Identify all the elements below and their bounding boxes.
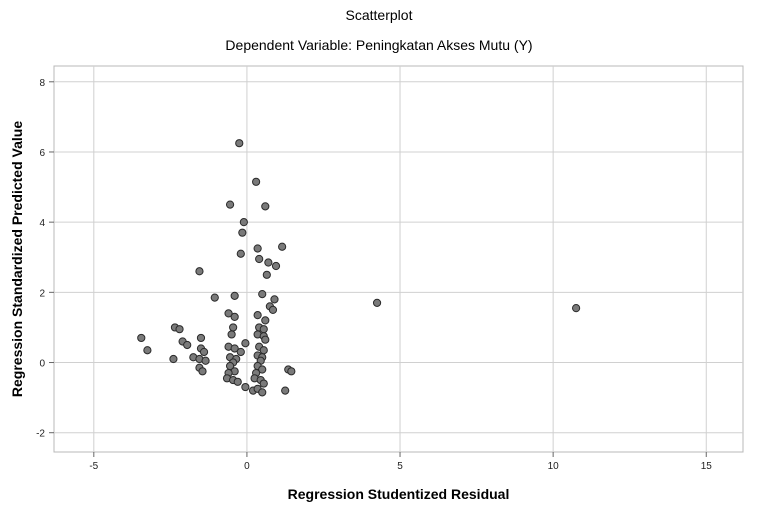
x-tick-label: 15 xyxy=(701,461,713,472)
plot-area xyxy=(53,65,744,453)
data-point xyxy=(230,291,239,300)
data-point xyxy=(253,244,262,253)
data-point xyxy=(227,330,236,339)
data-point xyxy=(143,346,152,355)
y-tick-label: 2 xyxy=(39,288,45,299)
chart-subtitle: Dependent Variable: Peningkatan Akses Mu… xyxy=(225,37,533,53)
y-tick-label: 4 xyxy=(39,218,45,229)
data-point xyxy=(210,293,219,302)
x-tick-label: 10 xyxy=(548,461,560,472)
data-point xyxy=(224,309,233,318)
x-axis-label: Regression Studentized Residual xyxy=(288,486,510,502)
y-axis-label: Regression Standardized Predicted Value xyxy=(9,121,25,397)
data-point xyxy=(253,311,262,320)
data-point xyxy=(258,365,267,374)
data-point xyxy=(270,295,279,304)
x-tick-label: 5 xyxy=(397,461,403,472)
data-point xyxy=(195,267,204,276)
data-point xyxy=(262,270,271,279)
data-point xyxy=(261,316,270,325)
data-point xyxy=(241,339,250,348)
data-point xyxy=(235,139,244,148)
data-point xyxy=(258,388,267,397)
data-point xyxy=(183,340,192,350)
grid xyxy=(49,66,743,457)
data-point xyxy=(199,347,209,357)
y-tick-label: 8 xyxy=(39,78,45,89)
data-point xyxy=(287,367,296,376)
data-point xyxy=(198,367,207,376)
data-point xyxy=(268,305,278,314)
data-point xyxy=(233,377,242,386)
data-point xyxy=(236,347,245,357)
data-point xyxy=(278,242,287,251)
data-point xyxy=(230,344,239,353)
data-point xyxy=(264,258,273,267)
tick-labels: -5 0 5 10 15 -2 0 2 4 6 8 xyxy=(36,78,712,472)
data-point xyxy=(169,354,178,364)
data-point xyxy=(572,304,581,313)
x-tick-label: 0 xyxy=(244,461,250,472)
data-point xyxy=(271,261,281,271)
data-point xyxy=(241,382,250,392)
data-point xyxy=(372,298,382,307)
data-point xyxy=(261,202,270,211)
data-point xyxy=(230,312,239,321)
y-tick-label: -2 xyxy=(36,429,45,440)
y-tick-label: 0 xyxy=(39,359,45,370)
data-point xyxy=(261,335,270,344)
data-point xyxy=(137,333,146,343)
data-point xyxy=(225,200,235,209)
data-point xyxy=(236,249,245,258)
data-point xyxy=(258,289,267,299)
data-point xyxy=(201,356,210,365)
data-point xyxy=(229,323,238,332)
data-point xyxy=(281,386,290,395)
data-point xyxy=(175,325,184,334)
chart-title: Scatterplot xyxy=(345,7,413,23)
y-tick-label: 6 xyxy=(39,148,45,159)
data-point xyxy=(255,254,264,264)
data-point xyxy=(239,218,248,227)
data-point xyxy=(259,325,268,334)
data-points xyxy=(137,139,581,397)
data-point xyxy=(238,228,247,237)
data-point xyxy=(259,379,268,388)
x-tick-label: -5 xyxy=(89,461,98,472)
data-point xyxy=(196,333,206,343)
data-point xyxy=(252,177,261,186)
data-point xyxy=(259,346,268,355)
